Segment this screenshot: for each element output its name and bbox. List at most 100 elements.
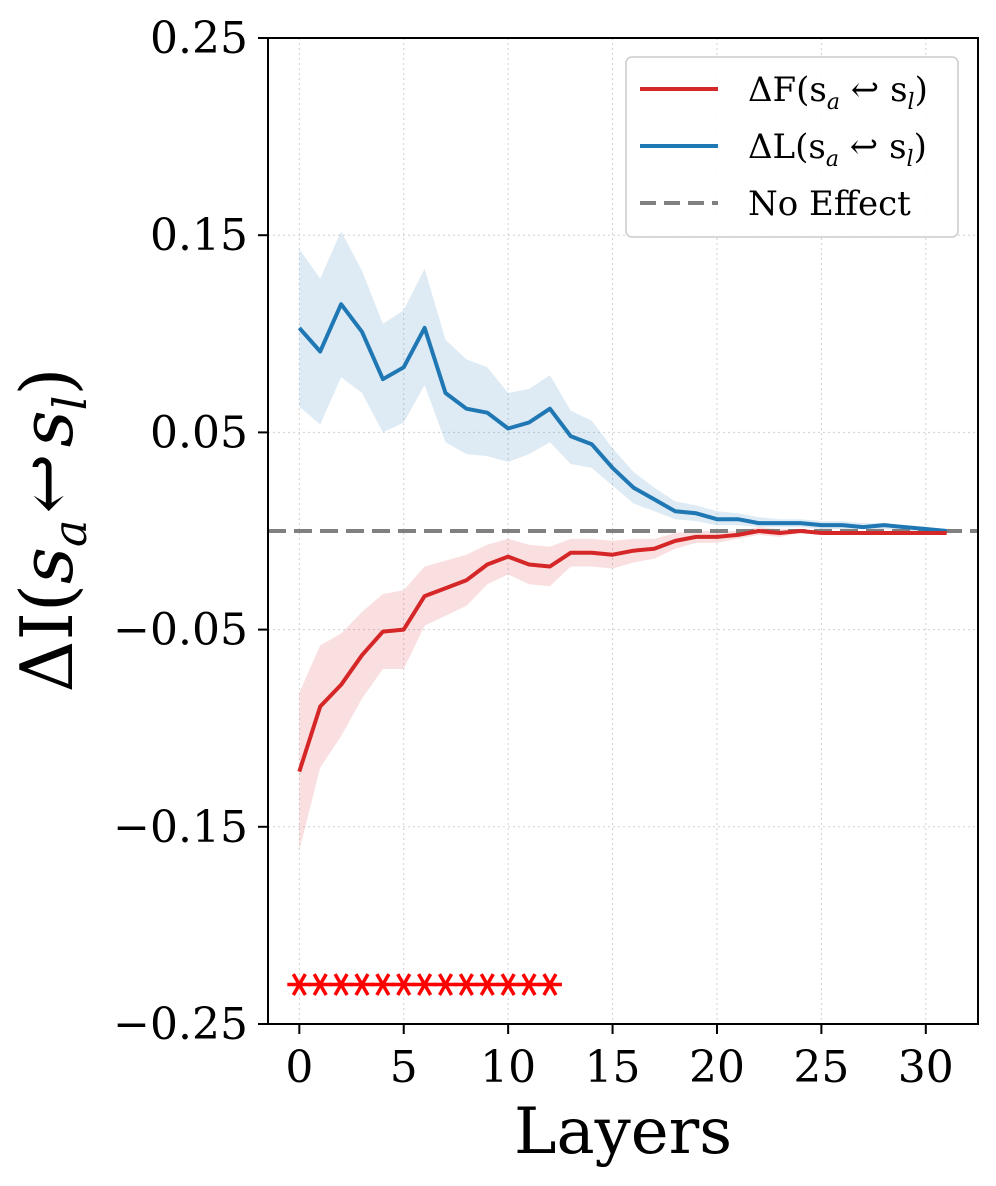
significance-marker (370, 973, 395, 996)
significance-marker-stroke (396, 973, 412, 996)
data-point-l (527, 421, 531, 425)
data-point-f (736, 533, 740, 537)
significance-marker (517, 973, 542, 996)
data-point-f (569, 551, 573, 555)
data-point-l (757, 521, 761, 525)
data-point-f (652, 547, 656, 551)
data-point-f (757, 529, 761, 533)
y-tick-label: 0.25 (150, 13, 248, 64)
confidence-bands (299, 231, 947, 851)
significance-marker-stroke (437, 973, 454, 996)
significance-marker-stroke (417, 973, 433, 996)
data-point-l (318, 350, 322, 354)
y-tick-label: −0.15 (113, 802, 248, 853)
data-point-l (778, 521, 782, 525)
significance-marker (329, 973, 354, 996)
data-point-f (903, 531, 907, 535)
data-point-f (924, 531, 928, 535)
data-point-f (631, 549, 635, 553)
data-point-f (799, 529, 803, 533)
data-point-l (819, 523, 823, 527)
confidence-band-l (299, 231, 947, 534)
significance-marker (433, 973, 458, 996)
legend: ΔF(sa ↩ sl) ΔL(sa ↩ sl) No Effect (625, 56, 959, 238)
legend-label-f: ΔF(sa ↩ sl) (748, 70, 928, 115)
x-tick-label: 15 (585, 1042, 641, 1093)
significance-marker (308, 973, 333, 996)
data-point-l (506, 426, 510, 430)
data-point-l (611, 466, 615, 470)
confidence-band-f (299, 527, 947, 851)
data-point-l (569, 434, 573, 438)
x-tick-label: 10 (480, 1042, 536, 1093)
significance-marker-stroke (458, 973, 474, 996)
data-point-f (819, 531, 823, 535)
data-point-l (736, 517, 740, 521)
data-point-l (360, 330, 364, 334)
data-point-f (402, 628, 406, 632)
data-point-l (402, 365, 406, 369)
data-point-l (799, 521, 803, 525)
data-point-f (861, 531, 865, 535)
data-point-f (715, 535, 719, 539)
significance-marker-stroke (333, 973, 349, 996)
data-point-l (652, 497, 656, 501)
data-point-l (715, 517, 719, 521)
axes (258, 37, 979, 1034)
data-point-f (611, 553, 615, 557)
data-point-l (673, 509, 677, 513)
data-point-l (423, 326, 427, 330)
series-lines (297, 302, 949, 774)
significance-marker-stroke (542, 973, 558, 996)
data-point-l (861, 525, 865, 529)
x-tick-label: 30 (898, 1042, 954, 1093)
legend-label-l: ΔL(sa ↩ sl) (748, 127, 927, 172)
data-point-l (444, 391, 448, 395)
significance-marker-stroke (375, 973, 391, 996)
significance-marker-stroke (291, 973, 307, 996)
data-point-f (381, 630, 385, 634)
significance-marker-stroke (521, 973, 537, 996)
data-point-l (840, 523, 844, 527)
significance-marker-stroke (312, 973, 328, 996)
y-tick-label: −0.05 (113, 605, 248, 656)
y-tick-label: 0.05 (150, 407, 248, 458)
data-point-f (444, 586, 448, 590)
significance-marker-stroke (354, 973, 370, 996)
data-point-f (485, 563, 489, 567)
significance-marker (537, 973, 562, 996)
data-point-f (548, 564, 552, 568)
significance-marker (475, 973, 500, 996)
y-tick-label: 0.15 (150, 210, 248, 261)
data-point-f (694, 535, 698, 539)
data-point-f (945, 531, 949, 535)
significance-marker (391, 973, 416, 996)
x-tick-label: 0 (285, 1042, 313, 1093)
data-point-f (590, 551, 594, 555)
data-point-l (339, 302, 343, 306)
x-axis-title: Layers (514, 1095, 732, 1169)
data-point-l (485, 411, 489, 415)
significance-marker (412, 973, 437, 996)
data-point-l (464, 407, 468, 411)
data-point-f (527, 563, 531, 567)
data-point-l (903, 525, 907, 529)
x-tick-label: 25 (793, 1042, 849, 1093)
data-point-f (423, 594, 427, 598)
significance-marker-stroke (479, 973, 495, 996)
significance-marker-stroke (500, 973, 516, 996)
data-point-f (778, 531, 782, 535)
x-tick-label: 20 (689, 1042, 745, 1093)
data-point-f (297, 770, 301, 774)
data-point-l (882, 523, 886, 527)
data-point-f (318, 705, 322, 709)
data-point-l (548, 407, 552, 411)
y-tick-label: −0.25 (113, 999, 248, 1050)
data-point-l (297, 326, 301, 330)
significance-marker (454, 973, 479, 996)
data-point-f (673, 539, 677, 543)
data-point-f (840, 531, 844, 535)
data-point-l (381, 377, 385, 381)
plot-frame (267, 37, 979, 1025)
